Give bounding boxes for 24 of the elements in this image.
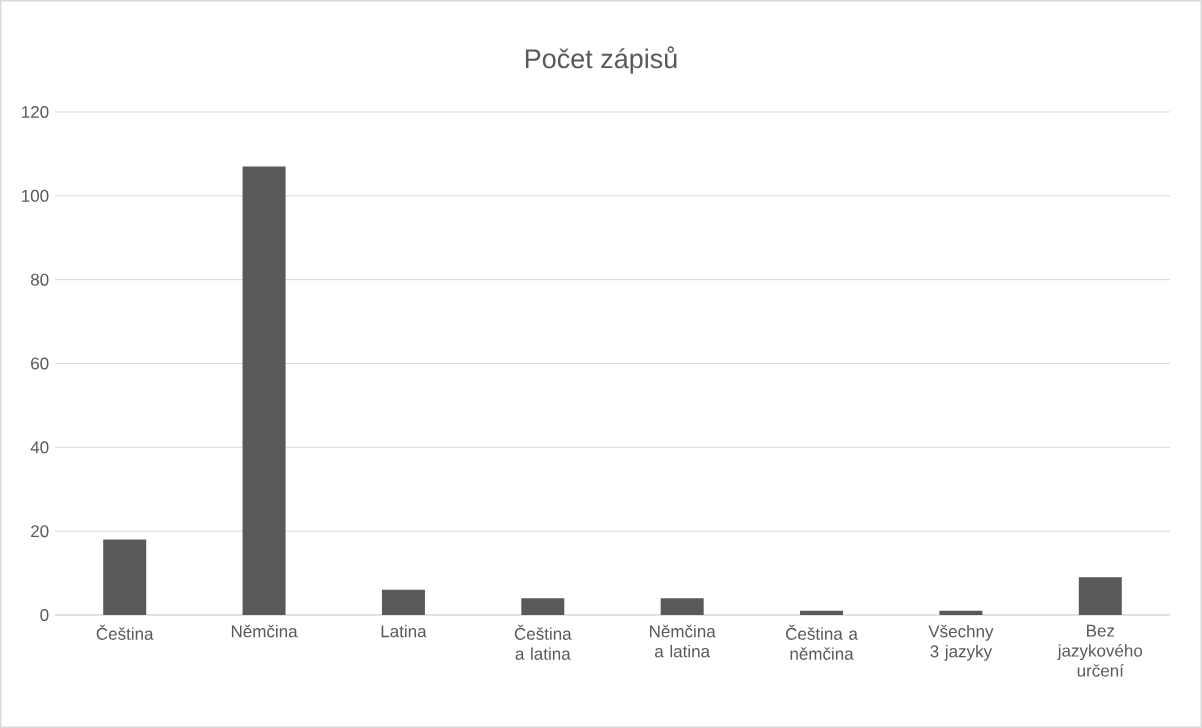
- bar: [521, 598, 565, 615]
- bar: [939, 610, 983, 615]
- x-tick-label: Všechny 3 jazyky: [928, 624, 994, 661]
- y-tick-label: 0: [40, 608, 49, 622]
- x-tick-label: Čeština a latina: [514, 624, 572, 660]
- y-tick-label: 60: [31, 357, 49, 370]
- x-tick-label: Němčina a latina: [650, 624, 716, 658]
- x-tick-label: Bez jazykového určení: [1057, 624, 1143, 677]
- y-tick-label: 120: [22, 105, 49, 119]
- y-tick-label: 80: [30, 273, 49, 286]
- y-tick-label: 20: [31, 525, 49, 538]
- bar: [660, 598, 704, 615]
- y-tick-label: 100: [22, 189, 49, 202]
- x-tick-label: Němčina: [231, 624, 298, 638]
- bar: [800, 610, 844, 615]
- bar: [103, 539, 147, 615]
- bar: [242, 166, 286, 615]
- x-tick-label: Čeština: [96, 624, 154, 640]
- y-tick-label: 40: [30, 441, 49, 454]
- x-tick-label: Čeština a němčina: [786, 624, 858, 660]
- bar: [1078, 577, 1122, 615]
- chart-title: Počet zápisů: [525, 46, 677, 74]
- bar: [381, 589, 425, 615]
- x-tick-label: Latina: [381, 624, 427, 638]
